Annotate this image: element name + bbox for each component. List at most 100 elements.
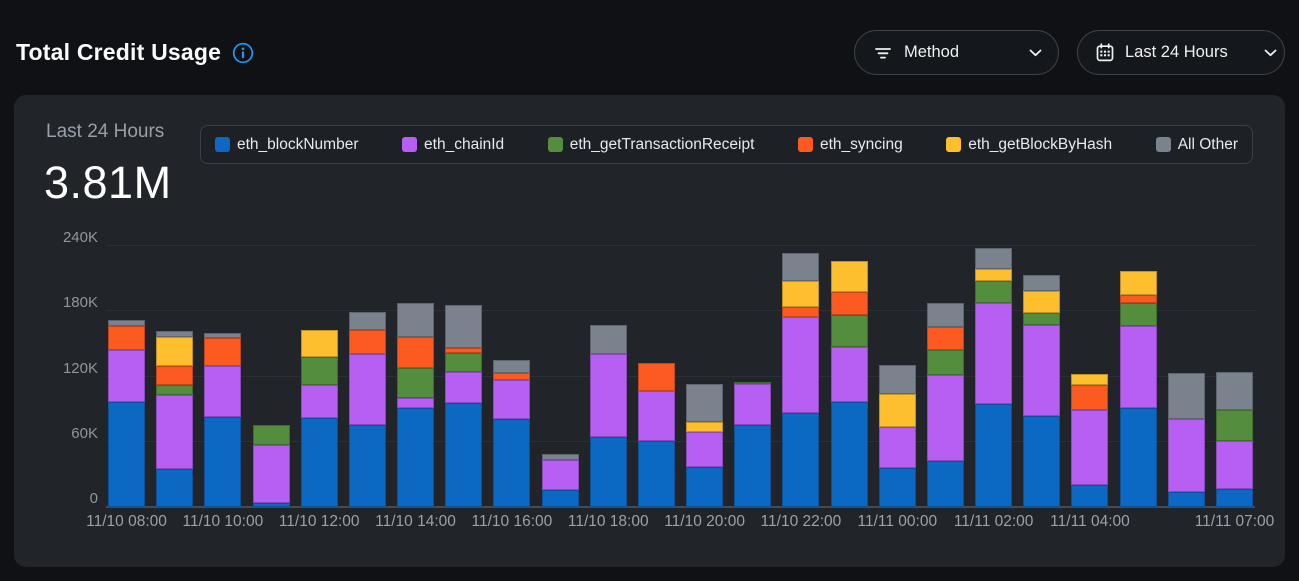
bar-segment-eth_syncing[interactable] xyxy=(397,337,434,367)
bar-segment-eth_getBlockByHash[interactable] xyxy=(686,422,723,432)
bar-segment-eth_chainId[interactable] xyxy=(204,366,241,417)
bar-11-10-18-00[interactable] xyxy=(590,325,627,507)
bar-segment-eth_getTransactionReceipt[interactable] xyxy=(1120,303,1157,327)
bar-segment-eth_getBlockByHash[interactable] xyxy=(156,337,193,365)
bar-11-10-14-00[interactable] xyxy=(397,303,434,507)
bar-segment-All Other[interactable] xyxy=(879,365,916,394)
bar-segment-eth_blockNumber[interactable] xyxy=(397,408,434,507)
bar-segment-eth_chainId[interactable] xyxy=(1071,410,1108,485)
bar-segment-eth_chainId[interactable] xyxy=(879,427,916,468)
bar-segment-eth_syncing[interactable] xyxy=(782,307,819,317)
bar-segment-eth_getTransactionReceipt[interactable] xyxy=(301,357,338,385)
bar-11-10-08-00[interactable] xyxy=(108,320,145,507)
bar-segment-All Other[interactable] xyxy=(1023,275,1060,290)
bar-segment-eth_blockNumber[interactable] xyxy=(782,413,819,507)
bar-segment-eth_blockNumber[interactable] xyxy=(301,418,338,507)
bar-segment-eth_blockNumber[interactable] xyxy=(734,425,771,507)
bar-segment-All Other[interactable] xyxy=(782,253,819,281)
bar-segment-eth_getTransactionReceipt[interactable] xyxy=(253,425,290,445)
bar-segment-eth_blockNumber[interactable] xyxy=(108,402,145,507)
bar-segment-eth_blockNumber[interactable] xyxy=(493,419,530,507)
bar-11-10-15-00[interactable] xyxy=(445,305,482,507)
bar-segment-eth_blockNumber[interactable] xyxy=(975,404,1012,507)
bar-segment-eth_chainId[interactable] xyxy=(156,395,193,469)
bar-segment-eth_getBlockByHash[interactable] xyxy=(1120,271,1157,295)
bar-segment-eth_chainId[interactable] xyxy=(1120,326,1157,408)
bar-segment-eth_getBlockByHash[interactable] xyxy=(975,269,1012,281)
bar-segment-eth_chainId[interactable] xyxy=(831,347,868,401)
bar-segment-eth_chainId[interactable] xyxy=(1216,441,1253,489)
bar-11-10-20-00[interactable] xyxy=(686,384,723,507)
bar-segment-eth_getTransactionReceipt[interactable] xyxy=(445,353,482,373)
bar-segment-eth_blockNumber[interactable] xyxy=(253,503,290,507)
bar-segment-eth_chainId[interactable] xyxy=(301,385,338,418)
bar-segment-eth_chainId[interactable] xyxy=(686,432,723,467)
legend-item-eth_blockNumber[interactable]: eth_blockNumber xyxy=(215,136,358,154)
bar-segment-eth_blockNumber[interactable] xyxy=(831,402,868,507)
bar-11-11-02-00[interactable] xyxy=(975,248,1012,507)
bar-segment-eth_syncing[interactable] xyxy=(156,366,193,386)
bar-segment-All Other[interactable] xyxy=(1216,372,1253,410)
info-icon[interactable] xyxy=(232,42,254,64)
bar-segment-eth_chainId[interactable] xyxy=(493,380,530,419)
bar-11-11-01-00[interactable] xyxy=(927,303,964,507)
bar-segment-eth_chainId[interactable] xyxy=(253,445,290,503)
bar-segment-eth_chainId[interactable] xyxy=(638,391,675,441)
bar-11-11-07-00[interactable] xyxy=(1216,372,1253,507)
legend-item-eth_chainId[interactable]: eth_chainId xyxy=(402,136,504,154)
bar-segment-All Other[interactable] xyxy=(927,303,964,327)
bar-11-10-16-00[interactable] xyxy=(493,360,530,507)
bar-segment-eth_blockNumber[interactable] xyxy=(542,490,579,507)
bar-11-10-21-00[interactable] xyxy=(734,382,771,507)
bar-segment-eth_getTransactionReceipt[interactable] xyxy=(397,368,434,398)
time-range-dropdown[interactable]: Last 24 Hours xyxy=(1077,30,1285,75)
bar-segment-eth_blockNumber[interactable] xyxy=(1120,408,1157,507)
bar-segment-eth_chainId[interactable] xyxy=(590,354,627,438)
bar-segment-eth_blockNumber[interactable] xyxy=(204,417,241,507)
method-filter-dropdown[interactable]: Method xyxy=(854,30,1059,75)
bar-11-10-17-00[interactable] xyxy=(542,454,579,507)
bar-segment-eth_syncing[interactable] xyxy=(831,292,868,315)
bar-segment-eth_blockNumber[interactable] xyxy=(1216,489,1253,507)
legend-item-eth_getTransactionReceipt[interactable]: eth_getTransactionReceipt xyxy=(548,136,755,154)
bar-segment-All Other[interactable] xyxy=(975,248,1012,269)
bar-11-10-19-00[interactable] xyxy=(638,363,675,507)
bar-segment-All Other[interactable] xyxy=(1168,373,1205,419)
bar-segment-eth_blockNumber[interactable] xyxy=(349,425,386,507)
bar-segment-eth_blockNumber[interactable] xyxy=(927,461,964,507)
bar-11-10-09-00[interactable] xyxy=(156,331,193,507)
bar-segment-eth_blockNumber[interactable] xyxy=(686,467,723,507)
bar-11-10-22-00[interactable] xyxy=(782,253,819,507)
bar-segment-eth_blockNumber[interactable] xyxy=(590,437,627,507)
bar-segment-eth_chainId[interactable] xyxy=(1168,419,1205,492)
bar-11-10-12-00[interactable] xyxy=(301,330,338,507)
legend-item-All Other[interactable]: All Other xyxy=(1156,136,1238,154)
bar-segment-eth_getTransactionReceipt[interactable] xyxy=(1216,410,1253,440)
bar-segment-eth_chainId[interactable] xyxy=(349,354,386,426)
bar-11-11-03-00[interactable] xyxy=(1023,275,1060,507)
bar-segment-eth_blockNumber[interactable] xyxy=(879,468,916,507)
bar-segment-eth_syncing[interactable] xyxy=(204,338,241,365)
bar-segment-eth_chainId[interactable] xyxy=(397,398,434,408)
bar-11-10-11-00[interactable] xyxy=(253,425,290,507)
bar-segment-eth_getTransactionReceipt[interactable] xyxy=(1023,313,1060,325)
bar-segment-eth_syncing[interactable] xyxy=(1071,385,1108,410)
bar-segment-eth_chainId[interactable] xyxy=(1023,325,1060,415)
bar-segment-eth_blockNumber[interactable] xyxy=(1023,416,1060,507)
bar-segment-All Other[interactable] xyxy=(349,312,386,329)
bar-segment-eth_getTransactionReceipt[interactable] xyxy=(156,385,193,395)
bar-segment-All Other[interactable] xyxy=(686,384,723,422)
bar-segment-eth_blockNumber[interactable] xyxy=(1071,485,1108,507)
bar-segment-eth_chainId[interactable] xyxy=(445,372,482,402)
bar-segment-eth_getBlockByHash[interactable] xyxy=(831,261,868,291)
bar-segment-eth_syncing[interactable] xyxy=(108,326,145,350)
bar-11-11-06-00[interactable] xyxy=(1168,373,1205,507)
bar-segment-eth_blockNumber[interactable] xyxy=(156,469,193,507)
bar-segment-eth_chainId[interactable] xyxy=(542,460,579,489)
bar-segment-eth_getTransactionReceipt[interactable] xyxy=(975,281,1012,303)
bar-11-10-13-00[interactable] xyxy=(349,312,386,507)
bar-segment-eth_getTransactionReceipt[interactable] xyxy=(927,350,964,375)
bar-11-10-10-00[interactable] xyxy=(204,333,241,507)
bar-11-11-00-00[interactable] xyxy=(879,365,916,507)
bar-segment-eth_getBlockByHash[interactable] xyxy=(782,281,819,307)
